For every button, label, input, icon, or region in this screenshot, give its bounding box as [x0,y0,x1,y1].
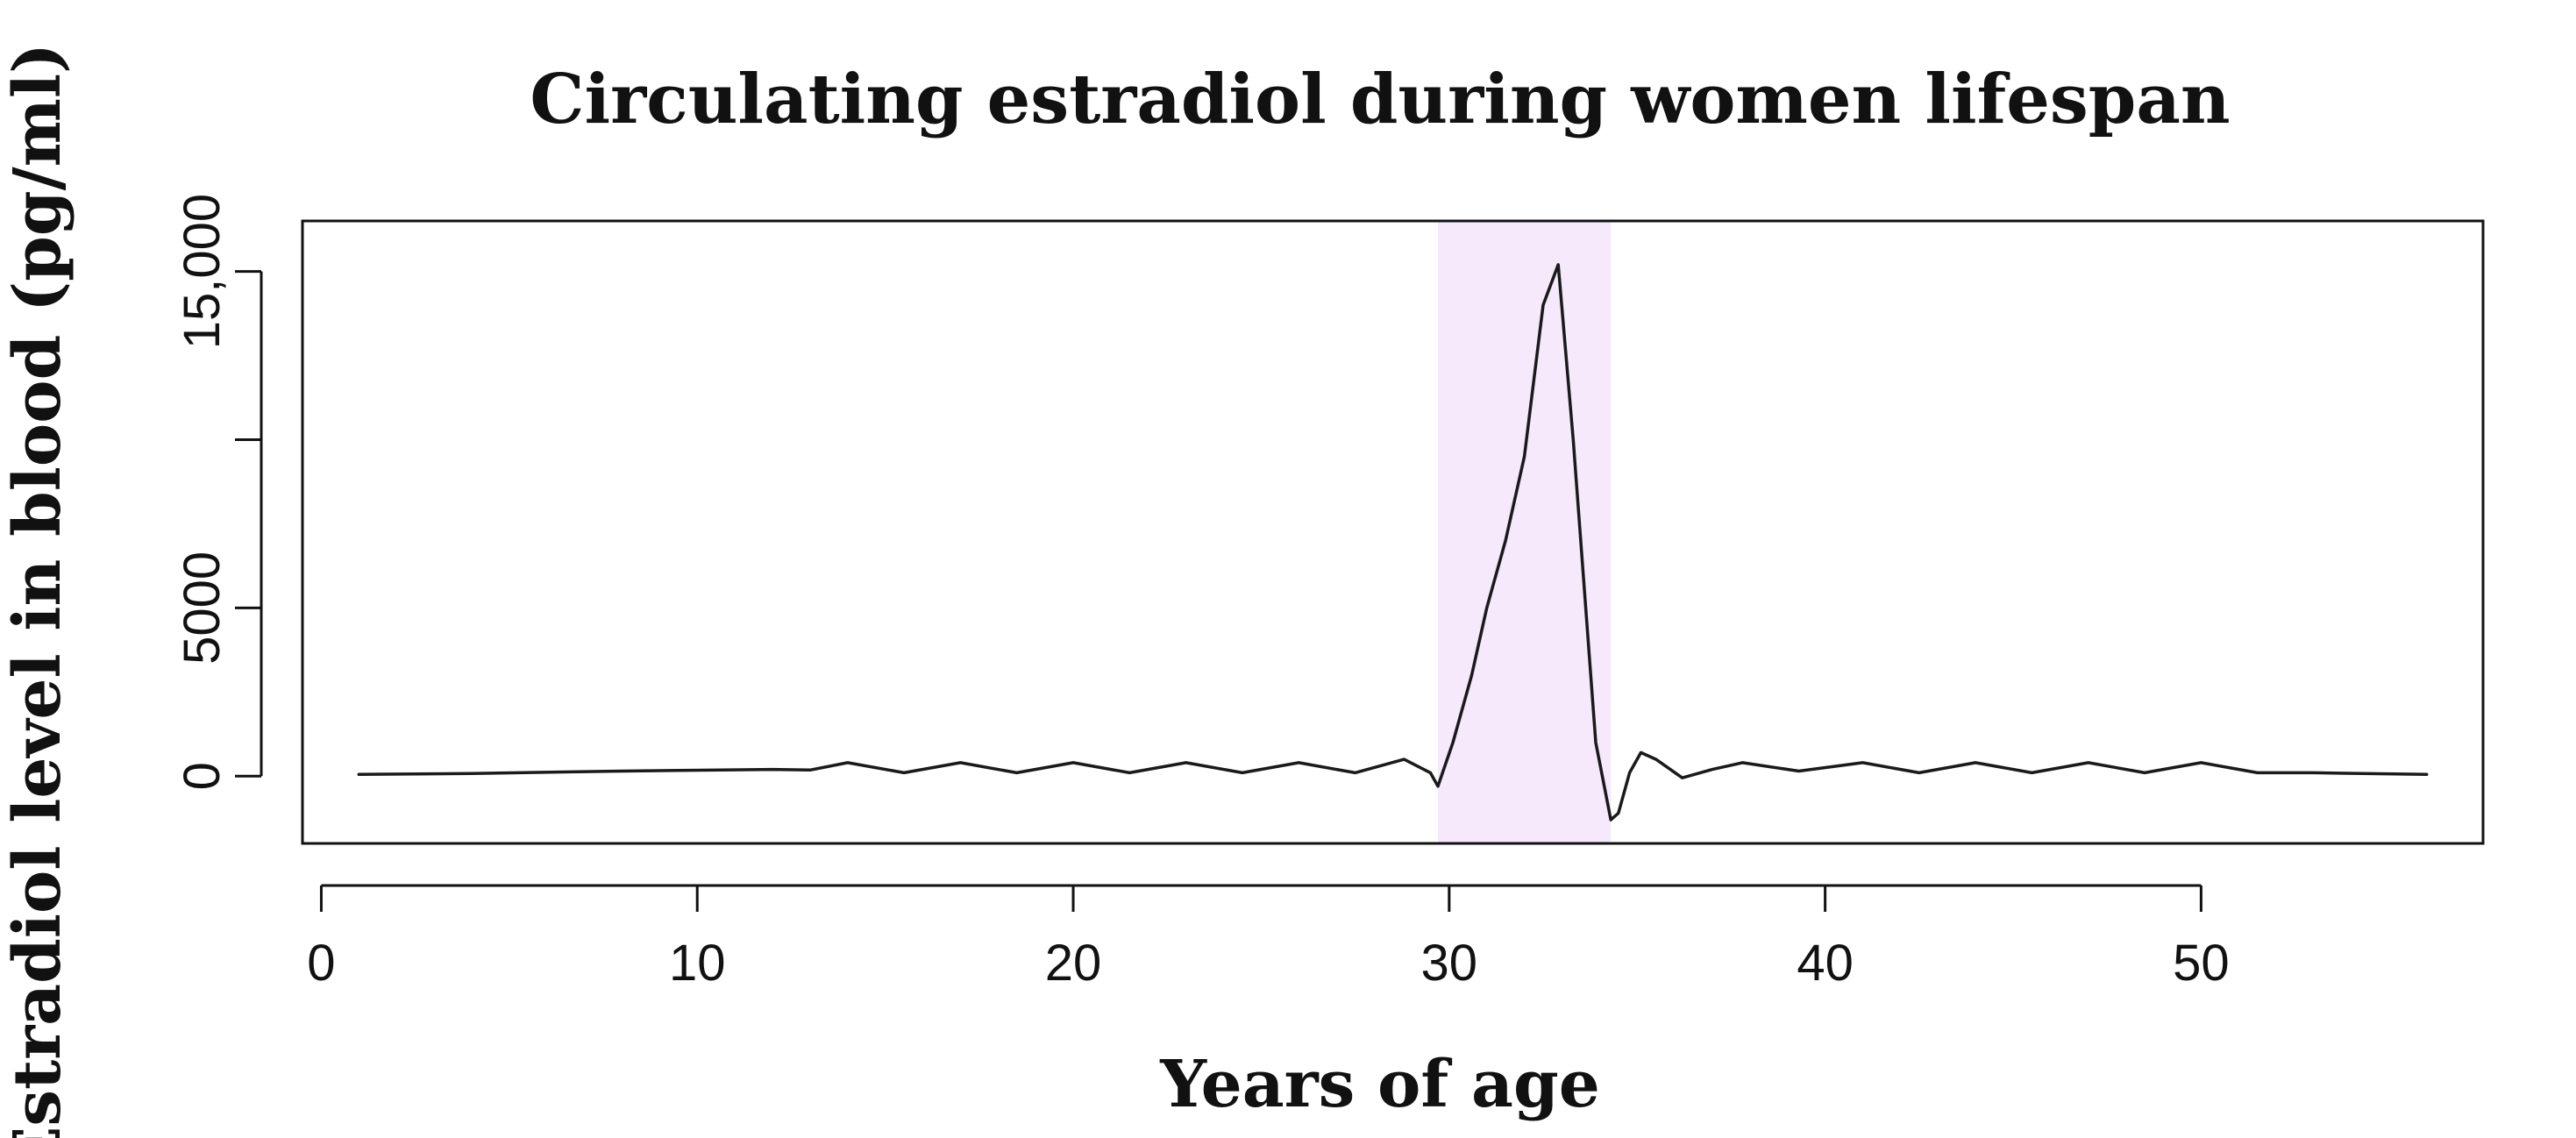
plot-area [301,219,2485,845]
highlight-region [1437,221,1612,843]
x-tick-label: 40 [1797,935,1854,992]
y-axis: 0 5000 15,000 [174,194,263,790]
y-tick-label: 15,000 [174,194,231,349]
y-tick-label: 0 [174,762,231,790]
x-tick-label: 20 [1045,935,1102,992]
x-tick-label: 10 [669,935,726,992]
x-axis-title: Years of age [1159,1047,1600,1122]
x-tick-label: 50 [2173,935,2230,992]
y-tick-label: 5000 [174,551,231,665]
x-tick-label: 30 [1421,935,1478,992]
x-tick-label: 0 [307,935,335,992]
plot-frame [301,219,2485,845]
estradiol-line [357,263,2429,821]
y-axis-title: Estradiol level in blood (pg/ml) [0,43,75,1138]
x-axis: 0 10 20 30 40 50 [307,884,2230,992]
chart-title: Circulating estradiol during women lifes… [530,60,2230,139]
